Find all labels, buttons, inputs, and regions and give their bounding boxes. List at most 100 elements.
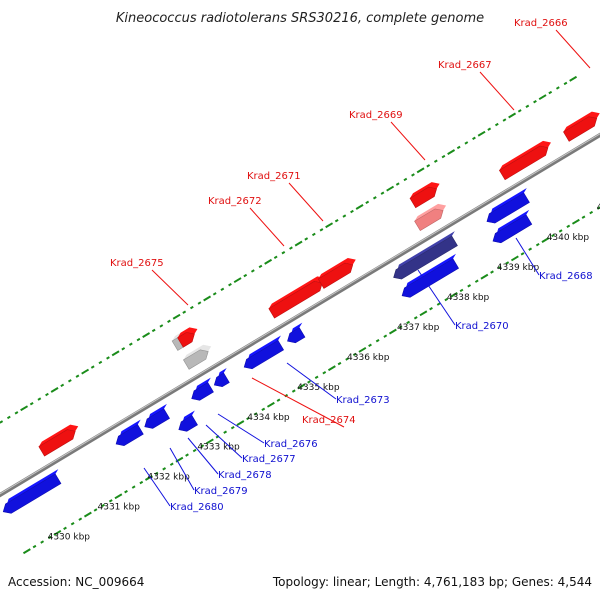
gene-arrow[interactable] [243, 335, 285, 370]
gene-arrow[interactable] [393, 231, 458, 280]
gene-arrow-face [144, 408, 170, 429]
upper-ruler-tick [464, 141, 469, 145]
gene-arrow[interactable] [486, 187, 530, 224]
gene-label[interactable]: Krad_2675 [110, 258, 164, 269]
upper-ruler-tick [106, 356, 110, 360]
upper-ruler-tick [355, 204, 364, 210]
gene-arrow-face [287, 327, 306, 344]
lower-ruler-tick [236, 420, 245, 426]
gene-arrow-face [177, 332, 195, 348]
lower-ruler-tick [47, 535, 52, 540]
gene-arrow[interactable] [401, 253, 460, 298]
tick-label: 4340 kbp [547, 233, 590, 243]
lower-ruler-tick [505, 261, 510, 265]
lower-ruler-tick [388, 328, 397, 335]
gene-arrow-top [214, 368, 227, 386]
gene-label[interactable]: Krad_2670 [455, 321, 509, 332]
gene-arrow[interactable] [498, 140, 551, 181]
gene-label[interactable]: Krad_2669 [349, 110, 403, 121]
lower-ruler-tick [551, 233, 555, 238]
tick-label: 4330 kbp [48, 533, 91, 543]
gene-arrow[interactable] [2, 469, 62, 514]
upper-ruler-tick [128, 342, 133, 346]
upper-ruler-tick [212, 292, 217, 296]
lower-ruler-tick [467, 284, 472, 288]
upper-ruler-tick [380, 191, 385, 195]
backbone-group [0, 132, 600, 498]
genome-summary-text: Topology: linear; Length: 4,761,183 bp; … [272, 575, 592, 589]
gene-arrow-face [178, 415, 198, 432]
tick-label: 4337 kbp [397, 323, 440, 333]
gene-label[interactable]: Krad_2673 [336, 395, 390, 406]
lower-ruler-tick [541, 237, 550, 243]
gene-arrow[interactable] [182, 344, 212, 370]
gene-label[interactable]: Krad_2680 [170, 502, 224, 513]
lower-ruler-tick [53, 529, 62, 536]
upper-ruler-tick [37, 397, 42, 401]
lower-ruler-tick [459, 288, 464, 293]
lower-ruler-tick [528, 247, 533, 251]
gene-leader-line [151, 269, 189, 306]
upper-ruler-tick [20, 405, 29, 412]
lower-ruler-tick [230, 425, 235, 430]
upper-ruler-tick [472, 136, 476, 140]
gene-arrow[interactable] [492, 209, 533, 244]
upper-ruler-tick [365, 200, 370, 205]
lower-ruler-tick [162, 467, 167, 471]
gene-arrow[interactable] [115, 419, 144, 446]
tick-label: 4332 kbp [147, 473, 190, 483]
upper-ruler-tick [411, 173, 415, 177]
upper-ruler-tick [228, 283, 232, 287]
upper-ruler-tick [311, 232, 316, 237]
upper-ruler-tick [60, 383, 65, 388]
gene-leader-line [479, 71, 515, 111]
lower-ruler-tick [413, 316, 418, 320]
upper-ruler-tick [45, 392, 49, 397]
lower-ruler-tick [131, 485, 136, 489]
upper-ruler-tick [121, 347, 126, 351]
gene-label[interactable]: Krad_2668 [539, 271, 593, 282]
lower-ruler-tick [200, 444, 205, 448]
upper-ruler-tick [29, 401, 34, 406]
lower-ruler-tick [253, 412, 258, 416]
gene-label[interactable]: Krad_2672 [208, 196, 262, 207]
gene-label[interactable]: Krad_2679 [194, 486, 248, 497]
gene-label[interactable]: Krad_2678 [218, 470, 272, 481]
lower-ruler-tick [566, 224, 571, 229]
gene-arrow[interactable] [178, 410, 198, 432]
gene-label[interactable]: Krad_2671 [247, 171, 301, 182]
gene-arrow[interactable] [563, 111, 600, 142]
gene-arrow[interactable] [213, 368, 230, 388]
gene-arrow-face [414, 208, 444, 232]
upper-ruler-tick [494, 122, 499, 127]
gene-arrow[interactable] [191, 377, 214, 401]
gene-label[interactable]: Krad_2677 [242, 454, 296, 465]
upper-ruler-tick [517, 109, 522, 113]
lower-ruler-tick [429, 307, 433, 311]
gene-label[interactable]: Krad_2676 [264, 439, 318, 450]
gene-arrow-top [402, 253, 456, 296]
upper-ruler-tick [81, 368, 90, 375]
gene-arrow[interactable] [409, 182, 440, 209]
gene-label[interactable]: Krad_2674 [302, 415, 356, 426]
gene-arrow[interactable] [287, 322, 306, 344]
upper-ruler-tick [569, 75, 578, 82]
upper-ruler-tick [233, 277, 242, 284]
lower-ruler-tick [205, 438, 214, 445]
gene-label[interactable]: Krad_2667 [438, 60, 492, 71]
gene-arrow[interactable] [268, 276, 326, 319]
gene-arrow-top [492, 209, 530, 242]
gene-leader-line [286, 362, 337, 400]
gene-arrow-top [183, 344, 212, 360]
lower-ruler-tick [444, 297, 449, 302]
upper-ruler-tick [159, 324, 164, 328]
upper-ruler-tick [395, 182, 400, 186]
gene-arrow[interactable] [317, 258, 356, 289]
tick-label: 4335 kbp [297, 383, 340, 393]
upper-ruler-tick [456, 145, 461, 150]
gene-label[interactable]: Krad_2666 [514, 18, 568, 29]
gene-arrow[interactable] [414, 203, 447, 232]
gene-arrow[interactable] [144, 403, 170, 429]
gene-arrow[interactable] [177, 327, 198, 348]
gene-arrow[interactable] [38, 424, 79, 457]
